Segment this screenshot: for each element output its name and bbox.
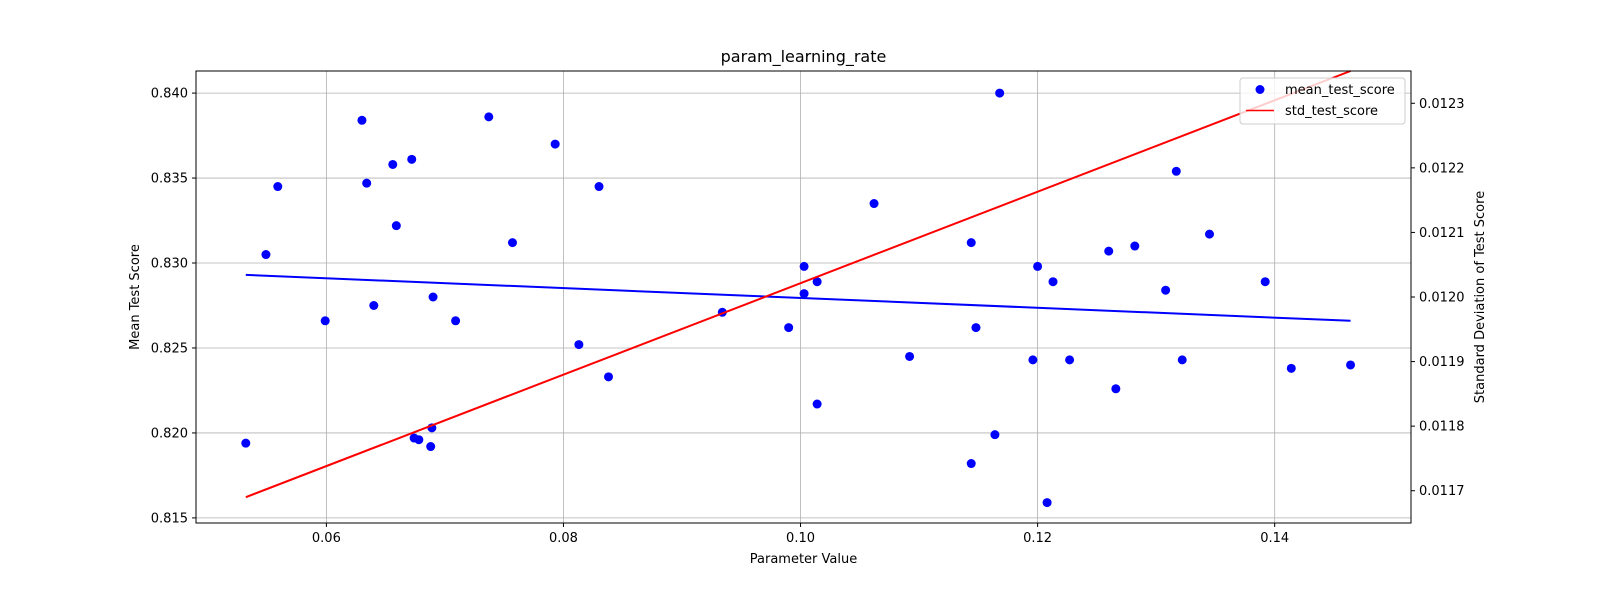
data-point <box>1104 246 1114 256</box>
y-tick-label: 0.825 <box>151 341 188 356</box>
data-point <box>550 139 560 149</box>
data-point <box>905 351 915 361</box>
std-test-score-line <box>245 70 1351 499</box>
ticks-layer: 0.06 0.08 0.10 0.12 0.14 0.815 0.820 0.825 0.830… <box>151 87 1465 546</box>
data-point <box>1260 277 1270 287</box>
legend: mean_test_score std_test_score <box>1239 77 1406 125</box>
y-right-tick-label: 0.0122 <box>1419 161 1465 176</box>
x-axis-label: Parameter Value <box>750 552 857 567</box>
mean-test-score-trend-line <box>245 273 1351 322</box>
data-point <box>507 238 517 248</box>
data-point <box>1042 498 1052 508</box>
data-point <box>812 277 822 287</box>
grid-layer <box>196 71 1411 523</box>
data-point <box>869 199 879 209</box>
y-right-tick-label: 0.0119 <box>1419 355 1465 370</box>
data-point <box>1048 277 1058 287</box>
data-point <box>1028 355 1038 365</box>
data-point <box>369 300 379 310</box>
data-point <box>357 115 367 125</box>
data-point <box>1161 285 1171 295</box>
y-tick-label: 0.840 <box>151 87 188 102</box>
data-point <box>1130 241 1140 251</box>
y-right-tick-label: 0.0117 <box>1419 484 1465 499</box>
data-point <box>799 261 809 271</box>
y-right-tick-label: 0.0121 <box>1419 226 1465 241</box>
legend-box <box>1239 77 1406 125</box>
data-point <box>799 289 809 299</box>
data-point <box>320 316 330 326</box>
data-point <box>574 340 584 350</box>
data-point <box>1204 229 1214 239</box>
legend-label-mean-test-score: mean_test_score <box>1285 83 1395 98</box>
data-point <box>784 323 794 333</box>
data-point <box>1065 355 1075 365</box>
data-point <box>451 316 461 326</box>
legend-label-std-test-score: std_test_score <box>1285 104 1378 119</box>
data-point <box>362 178 372 188</box>
data-point <box>414 435 424 445</box>
x-tick-label: 0.10 <box>786 531 815 546</box>
legend-marker-mean-test-score <box>1255 85 1265 94</box>
x-tick-label: 0.12 <box>1023 531 1052 546</box>
data-point <box>273 182 283 192</box>
chart-title: param_learning_rate <box>721 47 887 67</box>
y-tick-label: 0.820 <box>151 426 188 441</box>
data-point <box>966 238 976 248</box>
data-point <box>1177 355 1187 365</box>
data-point <box>1111 384 1121 394</box>
data-point <box>388 159 398 169</box>
data-point <box>391 221 401 231</box>
series-layer <box>241 70 1356 508</box>
x-tick-label: 0.06 <box>312 531 341 546</box>
x-tick-label: 0.14 <box>1260 531 1289 546</box>
data-point <box>966 459 976 469</box>
data-point <box>1171 166 1181 176</box>
data-point <box>971 323 981 333</box>
data-point <box>426 442 436 452</box>
y-right-tick-label: 0.0120 <box>1419 291 1465 306</box>
y-tick-label: 0.815 <box>151 511 188 526</box>
x-tick-label: 0.08 <box>549 531 578 546</box>
data-point <box>428 292 438 302</box>
y-right-tick-label: 0.0123 <box>1419 97 1465 112</box>
data-point <box>407 154 417 164</box>
y-tick-label: 0.830 <box>151 257 188 272</box>
data-point <box>812 399 822 409</box>
data-point <box>1033 261 1043 271</box>
y-tick-label: 0.835 <box>151 172 188 187</box>
data-point <box>990 430 1000 440</box>
data-point <box>594 182 604 192</box>
data-point <box>484 112 494 122</box>
data-point <box>261 250 271 260</box>
data-point <box>1346 360 1356 370</box>
y-axis-label: Mean Test Score <box>128 244 143 350</box>
y-right-axis-label: Standard Deviation of Test Score <box>1473 191 1488 403</box>
data-point <box>1286 363 1296 373</box>
y-right-tick-label: 0.0118 <box>1419 420 1465 435</box>
data-point <box>995 88 1005 98</box>
data-point <box>241 438 251 448</box>
data-point <box>604 372 614 382</box>
